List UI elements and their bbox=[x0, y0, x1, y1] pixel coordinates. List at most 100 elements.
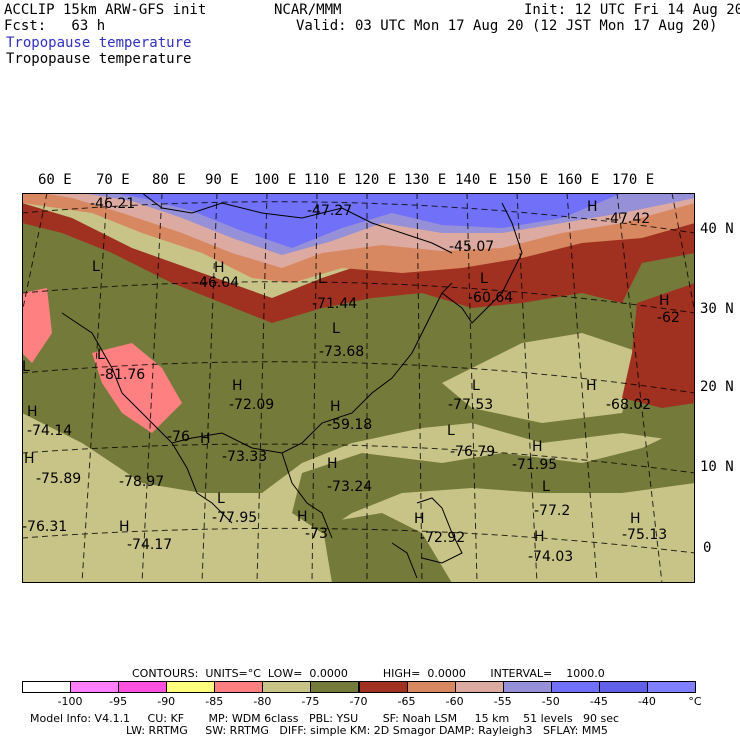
lon-label: 120 E bbox=[354, 172, 397, 188]
map-label: -71.95 bbox=[512, 457, 557, 473]
map-label: -62 bbox=[657, 310, 680, 326]
lat-label: 40 N bbox=[700, 221, 734, 237]
map-label: -75.13 bbox=[622, 527, 667, 543]
lat-label: 20 N bbox=[700, 379, 734, 395]
map-label: -73 bbox=[305, 526, 328, 542]
colorbar-swatch bbox=[550, 681, 600, 693]
map-label: L bbox=[542, 479, 550, 495]
colorbar-swatch bbox=[70, 681, 120, 693]
map-label: -77.95 bbox=[212, 510, 257, 526]
lat-label: 30 N bbox=[700, 301, 734, 317]
map-label: H bbox=[297, 509, 308, 525]
colorbar-label: -45 bbox=[589, 695, 608, 708]
map-label: H bbox=[414, 511, 425, 527]
colorbar-label: -100 bbox=[57, 695, 83, 708]
map-label: H bbox=[587, 199, 598, 215]
field-title: Tropopause temperature bbox=[6, 51, 192, 67]
map-label: -73.24 bbox=[327, 479, 372, 495]
map-label: L bbox=[217, 491, 225, 507]
lon-label: 80 E bbox=[152, 172, 186, 188]
model-info-line1: Model Info: V4.1.1 CU: KF MP: WDM 6class… bbox=[30, 712, 620, 725]
map-label: -73.33 bbox=[222, 449, 267, 465]
colorbar-label: -65 bbox=[397, 695, 416, 708]
lon-label: 100 E bbox=[254, 172, 297, 188]
lon-label: 70 E bbox=[96, 172, 130, 188]
map-label: -72.09 bbox=[229, 397, 274, 413]
map-label: H bbox=[630, 511, 641, 527]
colorbar-label: -85 bbox=[205, 695, 224, 708]
init-time: Init: 12 UTC Fri 14 Aug 20 bbox=[524, 2, 740, 18]
lon-label: 170 E bbox=[612, 172, 655, 188]
map-label: L bbox=[332, 321, 340, 337]
colorbar-label: -55 bbox=[493, 695, 512, 708]
lon-label: 110 E bbox=[304, 172, 347, 188]
colorbar-label: -90 bbox=[157, 695, 176, 708]
field-title-blue: Tropopause temperature bbox=[6, 35, 192, 51]
colorbar-swatch bbox=[598, 681, 648, 693]
map-label: -78.97 bbox=[119, 474, 164, 490]
organization: NCAR/MMM bbox=[274, 2, 342, 18]
lon-label: 130 E bbox=[404, 172, 447, 188]
map-label: -46.04 bbox=[194, 275, 239, 291]
map-label: H bbox=[327, 456, 338, 472]
map-label: -76 bbox=[167, 429, 190, 445]
map-label: -77.53 bbox=[448, 397, 493, 413]
map-label: -72.92 bbox=[420, 530, 465, 546]
valid-time: Valid: 03 UTC Mon 17 Aug 20 (12 JST Mon … bbox=[296, 18, 718, 34]
colorbar-unit: °C bbox=[688, 695, 702, 708]
map-label: -59.18 bbox=[327, 417, 372, 433]
map-label: H bbox=[659, 293, 670, 309]
model-title: ACCLIP 15km ARW-GFS init bbox=[4, 2, 207, 18]
colorbar-label: -95 bbox=[109, 695, 128, 708]
colorbar-swatch bbox=[22, 681, 72, 693]
map-label: -45.07 bbox=[449, 239, 494, 255]
colorbar-swatch bbox=[310, 681, 360, 693]
map-label: -60.64 bbox=[468, 290, 513, 306]
colorbar-swatch bbox=[166, 681, 216, 693]
forecast-hour: Fcst: 63 h bbox=[4, 18, 106, 34]
colorbar-swatch bbox=[118, 681, 168, 693]
map-label: H bbox=[330, 399, 341, 415]
map-label: H bbox=[200, 431, 211, 447]
map-label: -74.03 bbox=[528, 549, 573, 565]
map-label: H bbox=[119, 519, 130, 535]
colorbar-label: -70 bbox=[349, 695, 368, 708]
map-label: H bbox=[27, 404, 38, 420]
map-label: -77.2 bbox=[534, 503, 570, 519]
map-label: L bbox=[97, 347, 105, 363]
map-label: -47.27 bbox=[307, 203, 352, 219]
lat-label: 10 N bbox=[700, 459, 734, 475]
map-label: -47.42 bbox=[605, 211, 650, 227]
map-label: -81.76 bbox=[100, 367, 145, 383]
colorbar-label: -60 bbox=[445, 695, 464, 708]
colorbar-label: -40 bbox=[637, 695, 656, 708]
map-label: H bbox=[24, 451, 35, 467]
colorbar-swatch bbox=[406, 681, 456, 693]
map-label: L bbox=[472, 378, 480, 394]
colorbar-label: -50 bbox=[541, 695, 560, 708]
colorbar-label: -75 bbox=[301, 695, 320, 708]
colorbar-swatch bbox=[454, 681, 504, 693]
lon-label: 60 E bbox=[38, 172, 72, 188]
map-label: -73.68 bbox=[319, 344, 364, 360]
colorbar-swatch bbox=[262, 681, 312, 693]
map-label: -76.79 bbox=[450, 444, 495, 460]
colorbar-swatch bbox=[214, 681, 264, 693]
colorbar-swatch bbox=[358, 681, 408, 693]
map-label: L bbox=[22, 359, 30, 375]
colorbar-swatch bbox=[502, 681, 552, 693]
map-label: -71.44 bbox=[312, 296, 357, 312]
model-info-line2: LW: RRTMG SW: RRTMG DIFF: simple KM: 2D … bbox=[126, 724, 608, 737]
map-label: -74.17 bbox=[127, 537, 172, 553]
map-label: L bbox=[318, 271, 326, 287]
contours-info: CONTOURS: UNITS=°C LOW= 0.0000 HIGH= 0.0… bbox=[132, 667, 605, 680]
lon-label: 150 E bbox=[506, 172, 549, 188]
map-label: L bbox=[480, 271, 488, 287]
map-label: H bbox=[586, 378, 597, 394]
map-label: -76.31 bbox=[22, 519, 67, 535]
lon-label: 90 E bbox=[205, 172, 239, 188]
map-label: -75.89 bbox=[36, 471, 81, 487]
map-label: L bbox=[447, 423, 455, 439]
map-label: -68.02 bbox=[606, 397, 651, 413]
lon-label: 160 E bbox=[557, 172, 600, 188]
